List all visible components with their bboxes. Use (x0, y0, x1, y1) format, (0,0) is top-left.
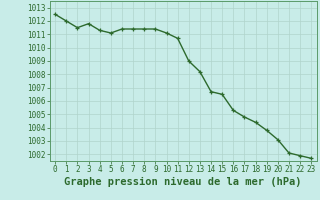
X-axis label: Graphe pression niveau de la mer (hPa): Graphe pression niveau de la mer (hPa) (64, 177, 302, 187)
